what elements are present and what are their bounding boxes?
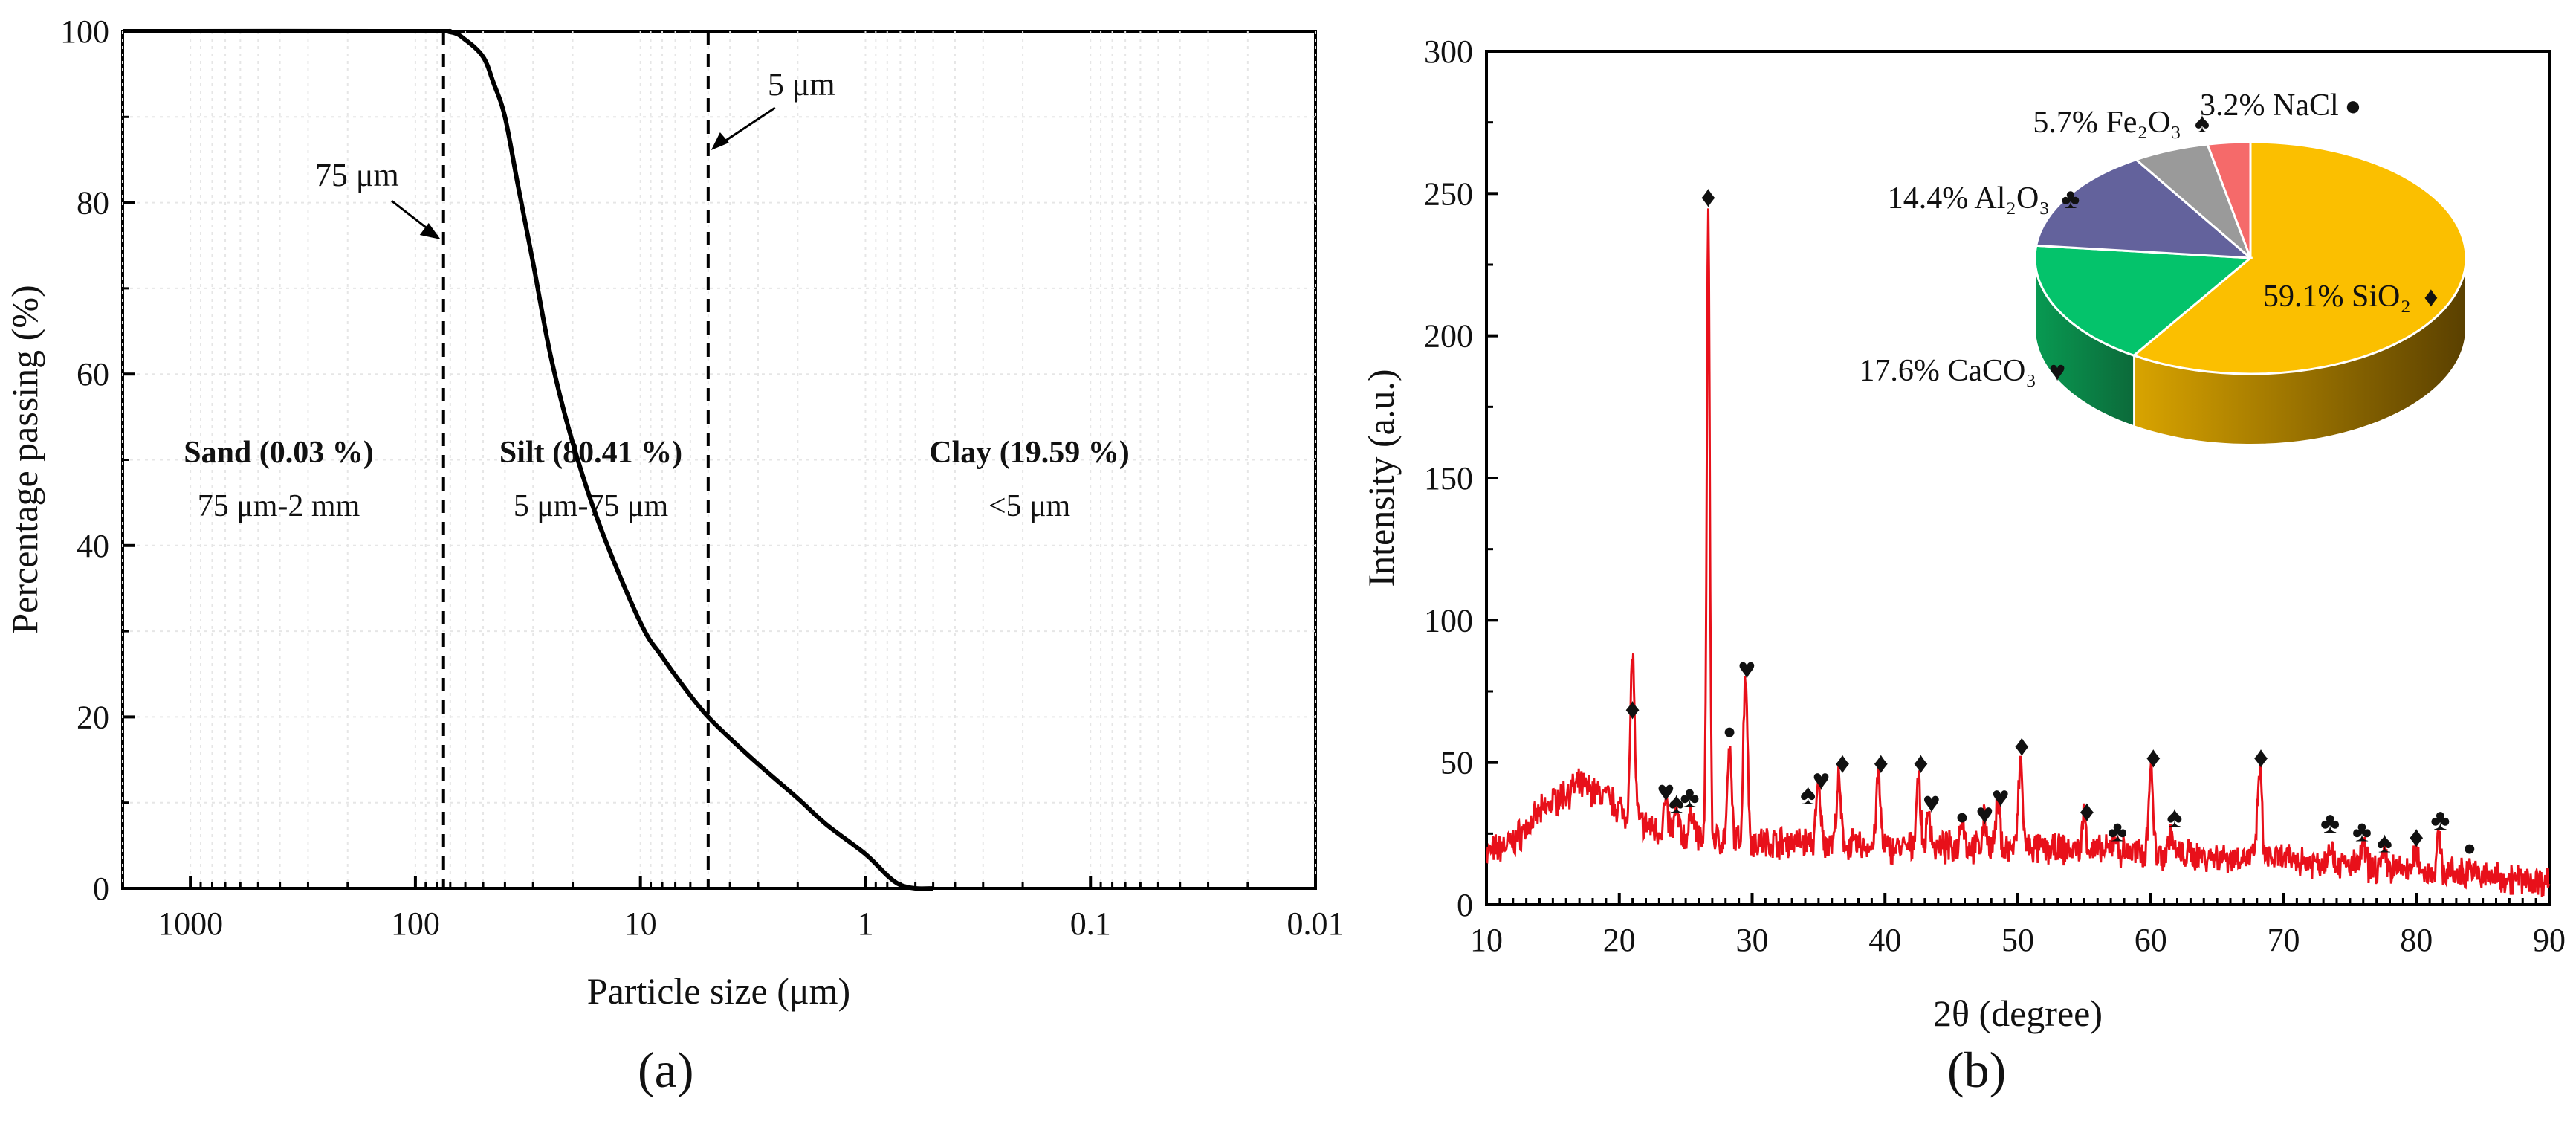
x-tick-label: 10 (624, 905, 657, 942)
panel-a-chart: 1000 100 10 1 0.1 0.01 0 20 40 60 80 100 75 μm 5 μm S… (4, 13, 1344, 1012)
x-tick-label: 90 (2533, 922, 2566, 958)
arrow-head (711, 132, 729, 150)
panel-b-ylabel: Intensity (a.u.) (1360, 369, 1402, 587)
pie-slice-label: 59.1% SiO₂ (2263, 280, 2411, 314)
y-tick-label: 60 (77, 356, 109, 393)
peak-marker: ♥ (1813, 763, 1831, 796)
x-tick-label: 80 (2400, 922, 2433, 958)
x-tick-label: 0.01 (1287, 905, 1344, 942)
peak-marker: ♣ (2352, 814, 2372, 847)
peak-marker: ● (1955, 804, 1969, 829)
pie-slice-symbol: ♣ (2062, 184, 2080, 215)
peak-marker: ♦ (1625, 692, 1640, 726)
panel-a-ylabel: Percentage passing (%) (4, 285, 45, 633)
y-tick-label: 100 (1424, 602, 1473, 639)
peak-marker: ♦ (2253, 740, 2268, 774)
peak-marker: ♦ (1700, 180, 1715, 213)
peak-marker: ♥ (1738, 652, 1755, 685)
y-tick-label: 100 (60, 13, 109, 50)
peak-marker: ♦ (1835, 746, 1850, 779)
y-tick-label: 150 (1424, 460, 1473, 497)
peak-marker: ♥ (1923, 786, 1941, 819)
pie-slice-symbol: ♦ (2424, 282, 2438, 313)
x-tick-label: 50 (2001, 922, 2034, 958)
y-tick-label: 250 (1424, 175, 1473, 212)
peak-marker: ♠ (2166, 800, 2182, 833)
peak-marker: ♦ (2146, 740, 2161, 774)
pie-slice-label: 17.6% CaCO₃ (1859, 354, 2036, 388)
x-tick-label: 0.1 (1070, 905, 1111, 942)
x-tick-label: 1000 (158, 905, 223, 942)
arrow-head (419, 223, 441, 239)
peak-marker: ♥ (1657, 775, 1674, 808)
y-tick-label: 20 (77, 699, 109, 735)
region-range: <5 μm (988, 489, 1071, 523)
region-name: Clay (19.59 %) (929, 436, 1129, 470)
pie-slice-label: 14.4% Al₂O₃ (1888, 181, 2050, 216)
region-name: Silt (80.41 %) (499, 436, 682, 470)
peak-marker: ♣ (1680, 780, 1699, 813)
pie-slice-label: 5.7% Fe₂O₃ (2033, 106, 2181, 140)
peak-marker: ♦ (1913, 746, 1928, 779)
peak-marker: ● (1723, 720, 1736, 744)
peak-marker: ♥ (1975, 797, 1993, 830)
peak-marker: ♥ (1992, 780, 2010, 813)
xrd-curve (1486, 208, 2551, 897)
y-tick-label: 50 (1440, 745, 1473, 781)
pie-slice-symbol: ● (2345, 91, 2362, 122)
peak-marker: ♦ (2080, 795, 2094, 828)
panel-label-a: (a) (638, 1042, 694, 1098)
panel-label-b: (b) (1947, 1042, 2007, 1098)
region-name: Sand (0.03 %) (184, 436, 374, 470)
pie-slice (2132, 141, 2467, 375)
y-tick-label: 40 (77, 528, 109, 564)
pie-slice-label: 3.2% NaCl (2200, 88, 2339, 123)
boundary-label: 5 μm (768, 66, 835, 103)
peak-marker: ♣ (2108, 814, 2127, 847)
y-tick-label: 200 (1424, 318, 1473, 355)
peak-marker: ♦ (2014, 729, 2029, 763)
y-tick-label: 80 (77, 185, 109, 222)
y-tick-label: 300 (1424, 33, 1473, 70)
peak-marker: ♠ (1669, 786, 1684, 819)
pie-slice (2033, 244, 2253, 357)
peak-marker: ♣ (2430, 803, 2450, 836)
peak-marker: ♠ (2377, 826, 2392, 859)
panel-b-xlabel: 2θ (degree) (1933, 992, 2103, 1034)
panel-a-annotations: 75 μm 5 μm Sand (0.03 %) 75 μm-2 mm Silt (80… (184, 31, 1130, 888)
panel-b-ticks: 10 20 30 40 50 60 70 80 90 0 50 100 150 200 250 300 (1424, 33, 2566, 958)
panel-a-ticks: 1000 100 10 1 0.1 0.01 0 20 40 60 80 100 (60, 13, 1344, 942)
boundary-label: 75 μm (315, 157, 399, 193)
peak-marker: ♦ (2409, 820, 2424, 853)
panel-a-xlabel: Particle size (μm) (587, 970, 850, 1012)
x-tick-label: 20 (1603, 922, 1636, 958)
composition-pie: 59.1% SiO₂ ♦ 17.6% CaCO₃ ♥ 14.4% Al₂O₃ ♣ 5.7% … (1859, 88, 2467, 445)
pie-slice (2034, 158, 2254, 259)
x-tick-label: 100 (391, 905, 440, 942)
psd-curve (122, 28, 933, 891)
pie-slice-symbol: ♥ (2049, 356, 2066, 387)
x-tick-label: 30 (1736, 922, 1769, 958)
peak-marker: ♣ (2320, 806, 2340, 839)
y-tick-label: 0 (1457, 887, 1473, 923)
peak-marker: ● (2463, 836, 2476, 860)
peak-marker: ♠ (1800, 778, 1816, 811)
x-tick-label: 60 (2135, 922, 2167, 958)
y-tick-label: 0 (93, 871, 109, 907)
x-tick-label: 1 (857, 905, 873, 942)
region-range: 75 μm-2 mm (198, 489, 360, 523)
x-tick-label: 40 (1868, 922, 1901, 958)
peak-marker: ♦ (1874, 746, 1889, 779)
panel-a-grid (122, 31, 1316, 888)
x-tick-label: 10 (1470, 922, 1503, 958)
panel-b-peak-markers: ♦♥♠♣♦●♥♠♥♦ ♦ ♦♥ ● ♥♥♦♦♣♦♠♦♣ ♣ ♠ ♦♣● (1625, 180, 2476, 860)
x-tick-label: 70 (2268, 922, 2300, 958)
pie-slice (2205, 141, 2252, 259)
pie-slice-symbol: ♠ (2195, 108, 2210, 139)
